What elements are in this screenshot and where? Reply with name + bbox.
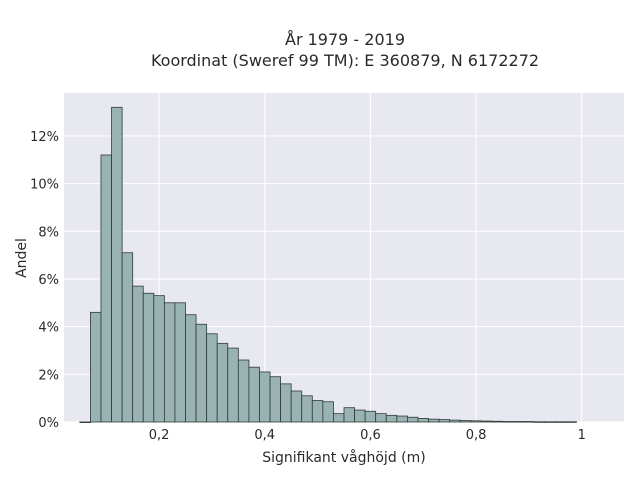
histogram-bar xyxy=(354,409,366,423)
chart-subtitle: Koordinat (Sweref 99 TM): E 360879, N 61… xyxy=(151,51,539,70)
histogram-bar xyxy=(259,371,271,423)
histogram-bar xyxy=(554,421,567,423)
histogram-bar xyxy=(480,420,493,423)
histogram-bar xyxy=(248,366,260,423)
histogram-bar xyxy=(290,390,303,423)
histogram-bars xyxy=(79,106,577,424)
histogram-bar xyxy=(428,418,440,423)
histogram-bar xyxy=(385,414,398,423)
histogram-bar xyxy=(512,421,525,423)
y-tick-label: 12% xyxy=(30,130,59,145)
histogram-bar xyxy=(502,421,514,423)
histogram-bar xyxy=(280,383,292,423)
x-tick-label: 0,2 xyxy=(149,428,170,443)
histogram-bar xyxy=(206,333,218,423)
x-tick-label: 0,6 xyxy=(360,428,381,443)
x-tick-label: 1 xyxy=(578,428,586,443)
histogram-bar xyxy=(237,359,250,423)
histogram-bar xyxy=(132,285,144,423)
y-tick-label: 6% xyxy=(38,273,59,288)
histogram-bar xyxy=(523,421,535,423)
histogram-bar xyxy=(396,415,408,423)
histogram-bar xyxy=(333,413,345,423)
histogram-bar xyxy=(322,401,334,423)
histogram-bar xyxy=(269,376,282,423)
histogram-bar xyxy=(174,302,186,423)
histogram-bar xyxy=(311,400,324,423)
histogram-bar xyxy=(301,395,313,423)
x-tick-label: 0,8 xyxy=(466,428,487,443)
histogram-bar xyxy=(438,419,451,423)
histogram-bar xyxy=(153,295,165,423)
chart-title: År 1979 - 2019 xyxy=(285,30,405,49)
histogram-bar xyxy=(216,342,229,423)
histogram-bar xyxy=(142,292,155,423)
histogram-bar xyxy=(449,419,461,423)
histogram-bar xyxy=(195,323,208,423)
y-tick-label: 8% xyxy=(38,225,59,240)
histogram-bar xyxy=(121,252,134,423)
histogram-bar xyxy=(533,421,546,423)
histogram-bar xyxy=(491,420,503,423)
histogram-bar xyxy=(375,413,387,423)
x-axis-label: Signifikant våghöjd (m) xyxy=(262,449,425,466)
y-tick-label: 0% xyxy=(38,416,59,431)
y-tick-label: 10% xyxy=(30,178,59,193)
x-tick-label: 0,4 xyxy=(254,428,275,443)
histogram-bar xyxy=(459,420,472,423)
y-tick-label: 4% xyxy=(38,321,59,336)
histogram-bar xyxy=(163,302,176,423)
x-axis-ticks: 0,2 0,4 0,6 0,8 1 xyxy=(149,428,586,443)
histogram-bar xyxy=(79,421,91,424)
histogram-bar xyxy=(100,154,112,423)
histogram-bar xyxy=(544,421,556,423)
histogram-bar xyxy=(417,418,429,423)
histogram-bar xyxy=(185,314,197,423)
histogram-bar xyxy=(406,416,419,423)
histogram-bar xyxy=(364,410,377,423)
y-tick-label: 2% xyxy=(38,368,59,383)
histogram-bar xyxy=(227,347,239,423)
y-axis-ticks: 0% 2% 4% 6% 8% 10% 12% xyxy=(30,130,59,431)
histogram-bar xyxy=(111,106,123,423)
histogram-bar xyxy=(343,407,355,423)
histogram-bar xyxy=(565,421,577,423)
histogram-bar xyxy=(90,311,102,423)
histogram-bar xyxy=(470,420,482,423)
y-axis-label: Andel xyxy=(14,238,30,278)
